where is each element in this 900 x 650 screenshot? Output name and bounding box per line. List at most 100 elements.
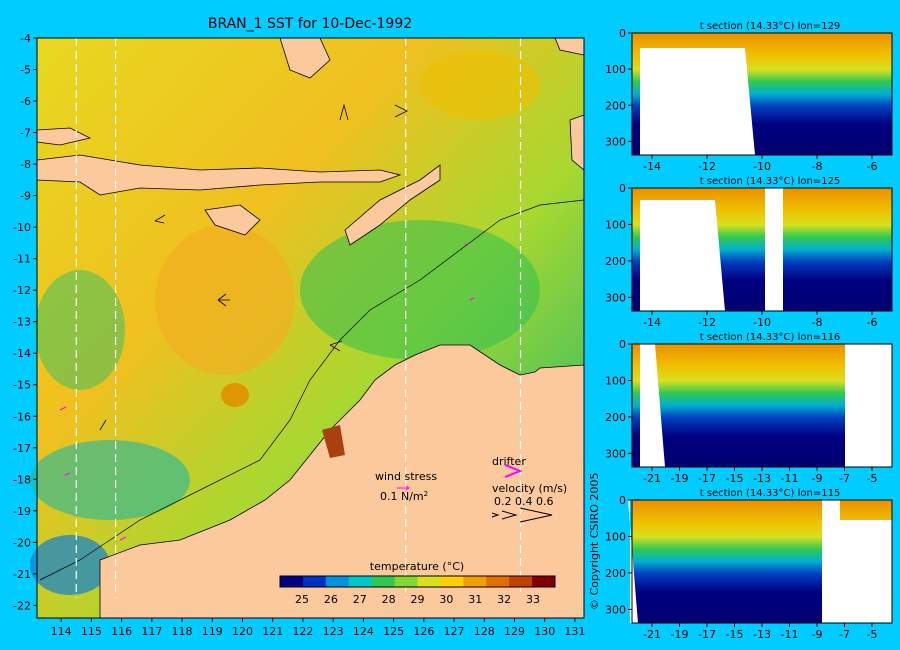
- colorbar-tick-label: 25: [295, 593, 309, 606]
- map-title: BRAN_1 SST for 10-Dec-1992: [208, 16, 412, 32]
- australia-land: [99, 344, 585, 619]
- section-title: t section (14.33°C) lon=125: [700, 176, 841, 187]
- drifter-label: drifter: [492, 455, 526, 468]
- latitude-axis: -4 -5 -6 -7 -8 -9 -10 -11 -12 -13 -14 -15 -16 -17 -18 -…: [13, 32, 37, 612]
- colorbar-tick-label: 32: [497, 593, 511, 606]
- lat-tick-label: -9: [20, 190, 31, 203]
- vector-legend: wind stress 0.1 N/m2 drifter velocity (m…: [375, 455, 567, 523]
- section-lines: [75, 38, 522, 598]
- colorbar-tick-label: 33: [526, 593, 540, 606]
- colorbar-tick-label: 29: [411, 593, 425, 606]
- section-x-tick-label: -12: [698, 160, 716, 173]
- lat-tick-label: -20: [13, 536, 31, 549]
- seafloor-mask: [640, 48, 755, 155]
- lat-tick-label: -6: [20, 95, 31, 108]
- section-x-tick-label: -10: [753, 316, 771, 329]
- colorbar-tick-label: 31: [468, 593, 482, 606]
- lon-tick-label: 122: [292, 625, 313, 638]
- drifter-arrow-icon: [504, 464, 523, 478]
- section-x-tick-label: -21: [643, 472, 661, 485]
- lat-tick-label: -22: [13, 599, 31, 612]
- lon-tick-label: 115: [81, 625, 102, 638]
- lon-tick-label: 120: [232, 625, 253, 638]
- lat-tick-label: -17: [13, 442, 31, 455]
- nusa-tenggara-islands: [36, 154, 402, 196]
- colorbar-tick-label: 28: [382, 593, 396, 606]
- section-x-tick-label: -17: [698, 472, 716, 485]
- velocity-values: 0.2 0.4 0.6: [494, 495, 553, 508]
- lon-tick-label: 127: [444, 625, 465, 638]
- copyright-text: © Copyright CSIRO 2005: [588, 473, 601, 610]
- section-x-tick-label: -6: [867, 160, 878, 173]
- section-panel: t section (14.33°C) lon=116 0 100 200 300 -21…: [605, 332, 893, 485]
- section-x-tick-label: -15: [726, 628, 744, 641]
- depth-tick-label: 300: [605, 135, 626, 148]
- lon-tick-label: 126: [413, 625, 434, 638]
- lon-tick-label: 114: [51, 625, 72, 638]
- land-mask: [845, 360, 892, 467]
- lat-tick-label: -5: [20, 64, 31, 77]
- section-x-tick-label: -11: [781, 628, 799, 641]
- colorbar: 25 26 27 28 29 30 31 32 33: [279, 575, 556, 606]
- colorbar-segment: [280, 576, 304, 587]
- depth-tick-label: 100: [605, 218, 626, 231]
- colorbar-segment: [417, 576, 441, 587]
- lon-tick-label: 117: [141, 625, 162, 638]
- depth-tick-label: 100: [605, 530, 626, 543]
- colorbar-tick-label: 27: [353, 593, 367, 606]
- lon-tick-label: 125: [383, 625, 404, 638]
- colorbar-segment: [302, 576, 327, 587]
- lat-tick-label: -13: [13, 316, 31, 329]
- lon-tick-label: 116: [111, 625, 132, 638]
- colorbar-segment: [486, 576, 510, 587]
- section-panel: t section (14.33°C) lon=115 0 100 200 300 -21…: [605, 488, 893, 641]
- section-x-tick-label: -5: [867, 628, 878, 641]
- lon-tick-label: 124: [353, 625, 374, 638]
- colorbar-segment: [509, 576, 533, 587]
- land-gap: [822, 500, 840, 623]
- depth-tick-label: 200: [605, 411, 626, 424]
- colorbar-segment: [325, 576, 350, 587]
- lon-tick-label: 121: [262, 625, 283, 638]
- lat-tick-label: -11: [13, 253, 31, 266]
- colorbar-segment: [532, 576, 556, 587]
- land-mask: [840, 520, 892, 623]
- land-gap: [765, 188, 783, 311]
- colorbar-tick-label: 30: [439, 593, 453, 606]
- section-x-tick-label: -11: [781, 472, 799, 485]
- lat-tick-label: -16: [13, 410, 31, 423]
- lat-tick-label: -10: [13, 221, 31, 234]
- section-x-tick-label: -13: [753, 472, 771, 485]
- section-x-tick-label: -13: [753, 628, 771, 641]
- section-title: t section (14.33°C) lon=116: [700, 332, 841, 343]
- timor-island: [344, 164, 441, 246]
- section-title: t section (14.33°C) lon=129: [700, 21, 841, 32]
- section-x-tick-label: -7: [839, 472, 850, 485]
- colorbar-segment: [394, 576, 418, 587]
- section-x-tick-label: -6: [867, 316, 878, 329]
- wind-stress-arrow-icon: [397, 485, 410, 491]
- sumba-island: [204, 204, 261, 236]
- lon-tick-label: 131: [564, 625, 585, 638]
- section-x-tick-label: -19: [671, 472, 689, 485]
- lat-tick-label: -19: [13, 505, 31, 518]
- section-panel: t section (14.33°C) lon=125 0 100 200 300 -14…: [605, 176, 893, 329]
- land-gap: [845, 344, 892, 360]
- depth-tick-label: 0: [619, 494, 626, 507]
- lat-tick-label: -12: [13, 284, 31, 297]
- velocity-arrows-icon: [491, 507, 553, 523]
- lat-tick-label: -14: [13, 347, 31, 360]
- section-x-tick-label: -19: [671, 628, 689, 641]
- section-x-tick-label: -10: [753, 160, 771, 173]
- lat-tick-label: -21: [13, 568, 31, 581]
- depth-tick-label: 300: [605, 447, 626, 460]
- colorbar-segment: [440, 576, 464, 587]
- depth-tick-label: 0: [619, 338, 626, 351]
- depth-tick-label: 300: [605, 291, 626, 304]
- lat-tick-label: -15: [13, 379, 31, 392]
- depth-tick-label: 200: [605, 567, 626, 580]
- colorbar-segment: [463, 576, 487, 587]
- depth-tick-label: 100: [605, 63, 626, 76]
- seafloor-mask: [628, 500, 638, 623]
